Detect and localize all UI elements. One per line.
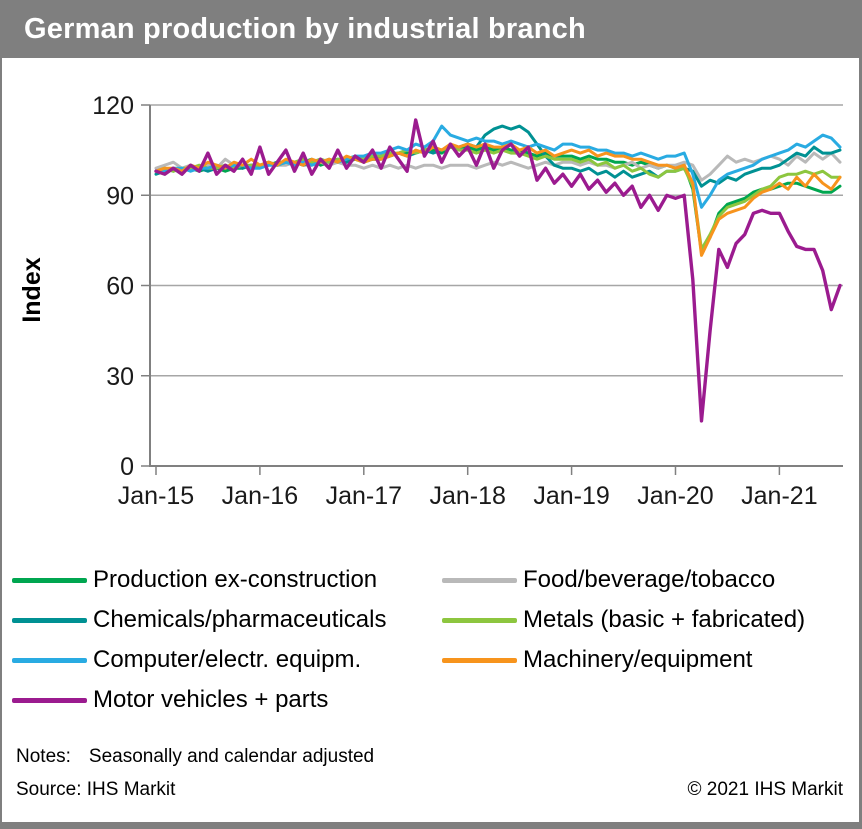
legend-label: Computer/electr. equipm. (93, 646, 362, 673)
y-tick-label: 0 (120, 453, 134, 481)
legend-column-left: Production ex-construction Chemicals/phar… (12, 560, 386, 720)
production-line-chart: 0 30 60 90 120 Jan-15 Jan-16 Jan-17 Jan-18 Jan-19… (92, 92, 843, 510)
y-tick-label: 120 (92, 92, 134, 120)
plot-area: 0 30 60 90 120 Jan-15 Jan-16 Jan-17 Jan-18 Jan-19… (2, 58, 859, 528)
legend-label: Metals (basic + fabricated) (523, 606, 806, 633)
legend-swatch (12, 657, 87, 663)
legend-label: Machinery/equipment (523, 646, 753, 673)
series-line-machinery-equipment (154, 142, 842, 257)
legend-item: Food/beverage/tobacco (442, 560, 805, 600)
legend-item: Metals (basic + fabricated) (442, 600, 805, 640)
x-tick-label: Jan-15 (118, 482, 194, 510)
notes-label: Notes: (16, 746, 71, 767)
x-tick-label: Jan-17 (326, 482, 402, 510)
source-text: Source: IHS Markit (16, 779, 176, 800)
copyright-text: © 2021 IHS Markit (687, 779, 844, 800)
legend-swatch (12, 577, 87, 583)
page-title: German production by industrial branch (24, 12, 586, 45)
legend-swatch (442, 617, 517, 623)
notes-text: Seasonally and calendar adjusted (88, 746, 375, 767)
legend-item: Chemicals/pharmaceuticals (12, 600, 386, 640)
y-tick-label: 30 (106, 363, 134, 391)
x-tick-label: Jan-16 (222, 482, 298, 510)
y-tick-label: 90 (106, 182, 134, 210)
x-tick-label: Jan-18 (429, 482, 505, 510)
series-line-motor-vehicles-parts (154, 118, 842, 423)
legend-label: Food/beverage/tobacco (523, 566, 776, 593)
y-tick-label: 60 (106, 273, 134, 301)
legend-item: Motor vehicles + parts (12, 680, 386, 720)
x-tick-label: Jan-20 (637, 482, 713, 510)
legend-swatch (12, 697, 87, 703)
notes-line: Notes: Seasonally and calendar adjusted (16, 746, 374, 768)
legend-item: Computer/electr. equipm. (12, 640, 386, 680)
legend-swatch (442, 657, 517, 663)
legend-item: Machinery/equipment (442, 640, 805, 680)
legend-swatch (442, 577, 517, 583)
series-line-computer-electr-equipm- (154, 124, 842, 209)
legend-label: Production ex-construction (93, 566, 378, 593)
legend-swatch (12, 617, 87, 623)
legend-column-right: Food/beverage/tobacco Metals (basic + fab… (442, 560, 805, 680)
title-bar: German production by industrial branch (2, 0, 859, 58)
x-tick-label: Jan-19 (533, 482, 609, 510)
legend-label: Chemicals/pharmaceuticals (93, 606, 387, 633)
x-tick-label: Jan-21 (741, 482, 817, 510)
legend-item: Production ex-construction (12, 560, 386, 600)
legend-label: Motor vehicles + parts (93, 686, 329, 713)
